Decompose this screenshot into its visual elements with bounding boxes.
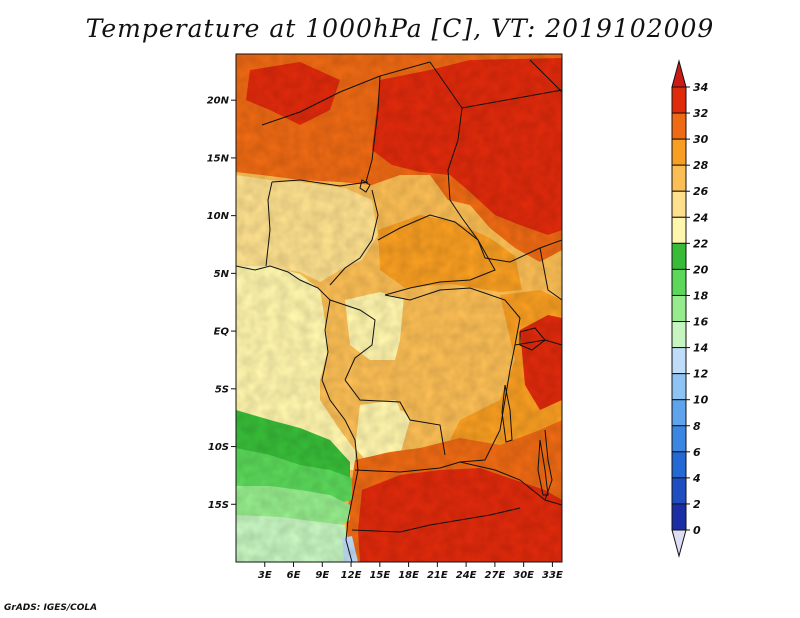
colorbar-label: 32 [693, 107, 709, 120]
lat-tick-label: 15N [207, 153, 230, 164]
lat-tick-label: EQ [214, 327, 230, 338]
border-sudan-south [484, 239, 562, 263]
border-libya-egypt [429, 61, 562, 109]
map-frame [235, 53, 563, 563]
colorbar-label: 6 [693, 446, 701, 459]
colorbar-label: 16 [693, 316, 709, 329]
colorbar-label: 4 [692, 472, 701, 485]
border-zambia [459, 461, 562, 506]
border-nigeria-north [271, 179, 369, 187]
colorbar-label: 0 [693, 524, 701, 537]
colorbar-segment [671, 164, 687, 192]
lake-malawi [537, 439, 549, 496]
colorbar-segment [671, 347, 687, 375]
lon-tick-label: 15E [369, 570, 390, 581]
colorbar-label: 34 [693, 81, 708, 94]
map-title: Temperature at 1000hPa [C], VT: 20191020… [85, 14, 715, 43]
colorbar-segment [671, 425, 687, 453]
lat-tick-label: 5N [214, 269, 230, 280]
border-mali-niger [261, 61, 431, 126]
lat-tick-label: 15S [208, 500, 229, 511]
latitude-axis: 20N 15N 10N 5N EQ 5S 10S 15S [207, 96, 236, 511]
red-sea-coast [529, 59, 562, 93]
colorbar-label: 30 [693, 133, 709, 146]
lon-tick-label: 21E [427, 570, 448, 581]
colorbar-segment [671, 216, 687, 244]
border-congo-gabon [329, 299, 376, 381]
colorbar-segment [671, 86, 687, 114]
lon-tick-label: 33E [542, 570, 563, 581]
lake-tanganyika [501, 384, 513, 443]
colorbar-segment [671, 321, 687, 349]
colorbar-label: 28 [693, 159, 709, 172]
border-mozambique [544, 429, 553, 501]
longitude-axis: 3E 6E 9E 12E 15E 18E 21E 24E 27E 30E 33E [258, 562, 563, 581]
colorbar-label: 20 [693, 263, 709, 276]
colorbar-segment [671, 242, 687, 270]
colorbar-label: 12 [693, 368, 709, 381]
temperature-field [236, 54, 562, 562]
colorbar-segment [671, 190, 687, 218]
lake-victoria [519, 327, 546, 351]
colorbar-segment [671, 294, 687, 323]
colorbar-label: 18 [693, 289, 709, 302]
border-drc-north [384, 287, 521, 319]
lon-tick-label: 12E [341, 570, 362, 581]
border-benin-togo [265, 181, 273, 267]
lat-tick-label: 20N [207, 96, 230, 107]
lon-tick-label: 27E [485, 570, 506, 581]
colorbar-segment [671, 112, 687, 140]
border-angola-south [354, 461, 461, 473]
colorbar-label: 22 [693, 237, 709, 250]
lake-chad [359, 179, 371, 193]
country-borders [236, 59, 562, 562]
colorbar-segment [671, 138, 687, 166]
colorbar-segment [671, 477, 687, 505]
lat-tick-label: 10N [207, 211, 230, 222]
colorbar-over-triangle [671, 59, 687, 88]
lon-tick-label: 3E [258, 570, 272, 581]
lat-tick-label: 10S [208, 442, 229, 453]
border-drc-west [344, 379, 446, 456]
colorbar-segment [671, 451, 687, 479]
colorbar-segment [671, 399, 687, 427]
colorbar-segment [671, 373, 687, 401]
colorbar-under-triangle [671, 529, 687, 558]
colorbar-label: 24 [693, 211, 708, 224]
colorbar-label: 26 [693, 185, 709, 198]
grads-credit: GrADS: IGES/COLA [4, 603, 98, 613]
lon-tick-label: 30E [513, 570, 534, 581]
colorbar-segment [671, 268, 687, 296]
border-car [377, 214, 496, 296]
border-kenya [539, 247, 562, 301]
lat-tick-label: 5S [215, 384, 229, 395]
lon-tick-label: 6E [287, 570, 301, 581]
border-niger-chad [365, 75, 381, 183]
coastline-west-africa [236, 265, 359, 562]
colorbar-label: 10 [693, 394, 709, 407]
lon-tick-label: 18E [398, 570, 419, 581]
colorbar-label: 14 [693, 342, 708, 355]
border-namibia [351, 507, 521, 533]
colorbar-label: 8 [693, 420, 701, 433]
colorbar-segment [671, 503, 687, 531]
lon-tick-label: 9E [315, 570, 329, 581]
colorbar-label: 2 [693, 498, 701, 511]
field-texture [236, 54, 562, 562]
lon-tick-label: 24E [456, 570, 477, 581]
border-nigeria-east [329, 189, 379, 286]
